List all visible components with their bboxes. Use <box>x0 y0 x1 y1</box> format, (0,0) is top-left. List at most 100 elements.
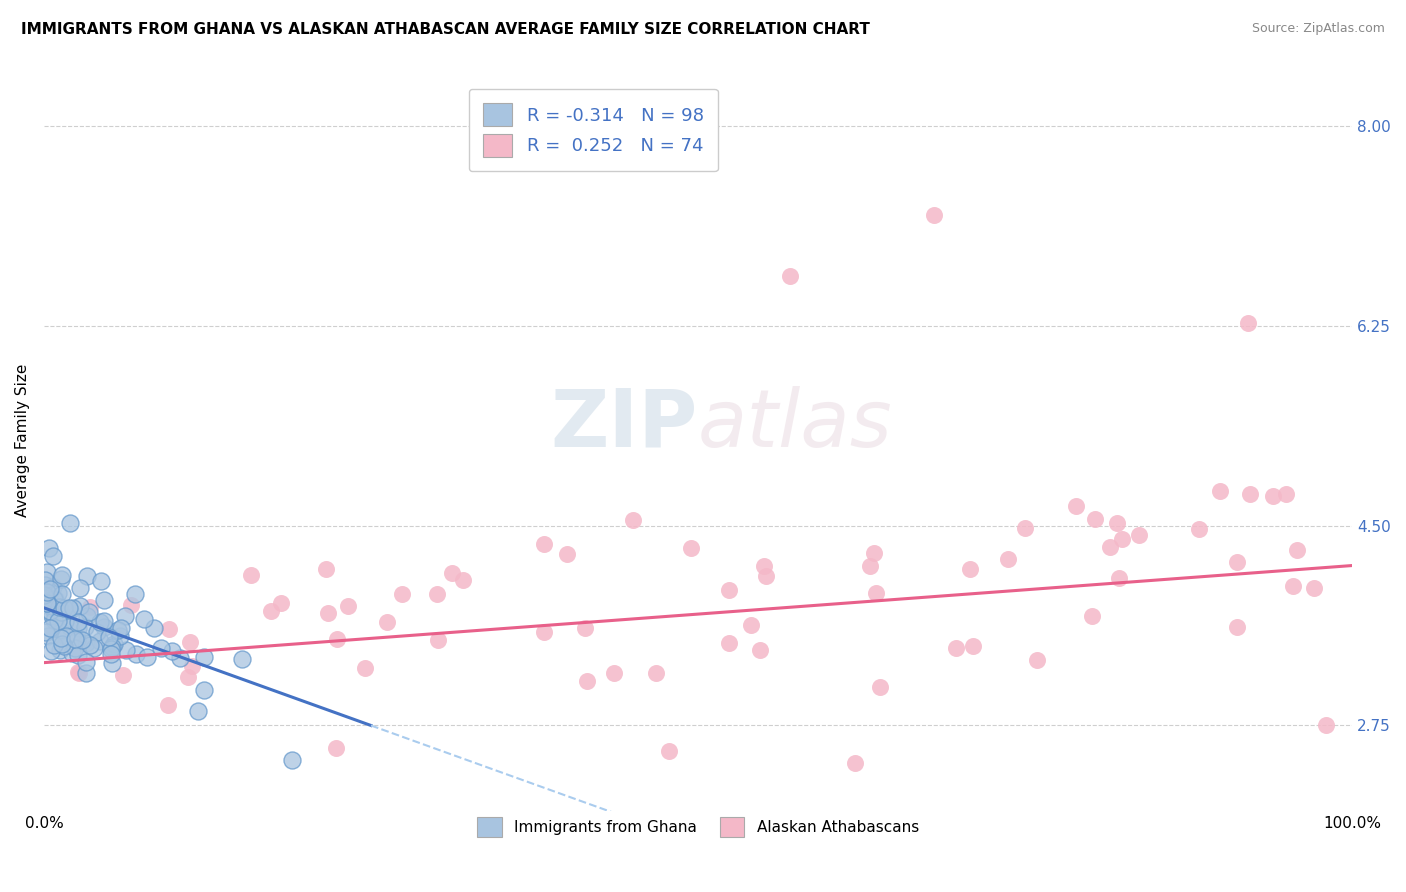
Point <box>316 606 339 620</box>
Point <box>187 704 209 718</box>
Point <box>859 559 882 574</box>
Point <box>38 604 60 618</box>
Point <box>718 582 741 597</box>
Point <box>865 586 887 600</box>
Point <box>67 666 90 681</box>
Point <box>75 665 97 680</box>
Point <box>114 643 136 657</box>
Point <box>1105 516 1128 531</box>
Point <box>59 620 82 634</box>
Point <box>37 629 59 643</box>
Point <box>740 618 762 632</box>
Point <box>53 600 76 615</box>
Point <box>42 613 65 627</box>
Point <box>156 698 179 712</box>
Point <box>440 566 463 580</box>
Point <box>53 639 76 653</box>
Point <box>93 593 115 607</box>
Point <box>38 621 60 635</box>
Point <box>114 609 136 624</box>
Point <box>110 621 132 635</box>
Point <box>39 597 62 611</box>
Point <box>69 581 91 595</box>
Point <box>997 552 1019 566</box>
Point <box>90 574 112 588</box>
Point <box>863 546 886 560</box>
Point <box>38 582 60 597</box>
Point <box>42 638 65 652</box>
Point <box>426 587 449 601</box>
Text: IMMIGRANTS FROM GHANA VS ALASKAN ATHABASCAN AVERAGE FAMILY SIZE CORRELATION CHAR: IMMIGRANTS FROM GHANA VS ALASKAN ATHABAS… <box>21 22 870 37</box>
Point <box>48 600 70 615</box>
Point <box>644 666 666 681</box>
Point <box>1128 528 1150 542</box>
Point <box>959 561 981 575</box>
Point <box>169 651 191 665</box>
Point <box>34 573 56 587</box>
Point <box>100 648 122 662</box>
Point <box>239 568 262 582</box>
Point <box>35 595 58 609</box>
Point <box>179 635 201 649</box>
Point <box>89 615 111 629</box>
Point <box>66 632 89 647</box>
Point <box>142 621 165 635</box>
Point <box>66 648 89 662</box>
Point <box>42 592 65 607</box>
Point <box>315 562 337 576</box>
Point <box>42 601 65 615</box>
Point <box>679 541 702 556</box>
Point <box>1263 489 1285 503</box>
Point <box>73 619 96 633</box>
Point <box>1064 500 1087 514</box>
Point <box>574 621 596 635</box>
Point <box>325 632 347 647</box>
Point <box>51 587 73 601</box>
Point <box>41 609 63 624</box>
Point <box>93 620 115 634</box>
Point <box>75 636 97 650</box>
Point <box>162 644 184 658</box>
Point <box>1111 533 1133 547</box>
Point <box>1099 541 1122 555</box>
Point <box>46 586 69 600</box>
Point <box>337 599 360 614</box>
Point <box>37 596 59 610</box>
Point <box>49 605 72 619</box>
Point <box>49 632 72 646</box>
Text: atlas: atlas <box>697 386 893 464</box>
Point <box>49 624 72 639</box>
Point <box>193 683 215 698</box>
Point <box>79 638 101 652</box>
Point <box>1236 316 1258 330</box>
Point <box>98 631 121 645</box>
Point <box>231 652 253 666</box>
Point <box>193 650 215 665</box>
Point <box>752 559 775 574</box>
Point <box>37 595 59 609</box>
Point <box>48 607 70 621</box>
Point <box>63 641 86 656</box>
Point <box>79 599 101 614</box>
Point <box>602 665 624 680</box>
Point <box>111 668 134 682</box>
Point <box>1282 579 1305 593</box>
Point <box>121 598 143 612</box>
Point <box>533 625 555 640</box>
Y-axis label: Average Family Size: Average Family Size <box>15 363 30 516</box>
Point <box>427 633 450 648</box>
Point <box>75 655 97 669</box>
Point <box>1080 609 1102 624</box>
Point <box>41 594 63 608</box>
Point <box>260 604 283 618</box>
Point <box>67 665 90 679</box>
Point <box>63 632 86 647</box>
Point <box>35 591 58 606</box>
Point <box>60 646 83 660</box>
Point <box>51 637 73 651</box>
Point <box>62 601 84 615</box>
Point <box>49 572 72 586</box>
Point <box>103 637 125 651</box>
Point <box>35 565 58 579</box>
Point <box>77 605 100 619</box>
